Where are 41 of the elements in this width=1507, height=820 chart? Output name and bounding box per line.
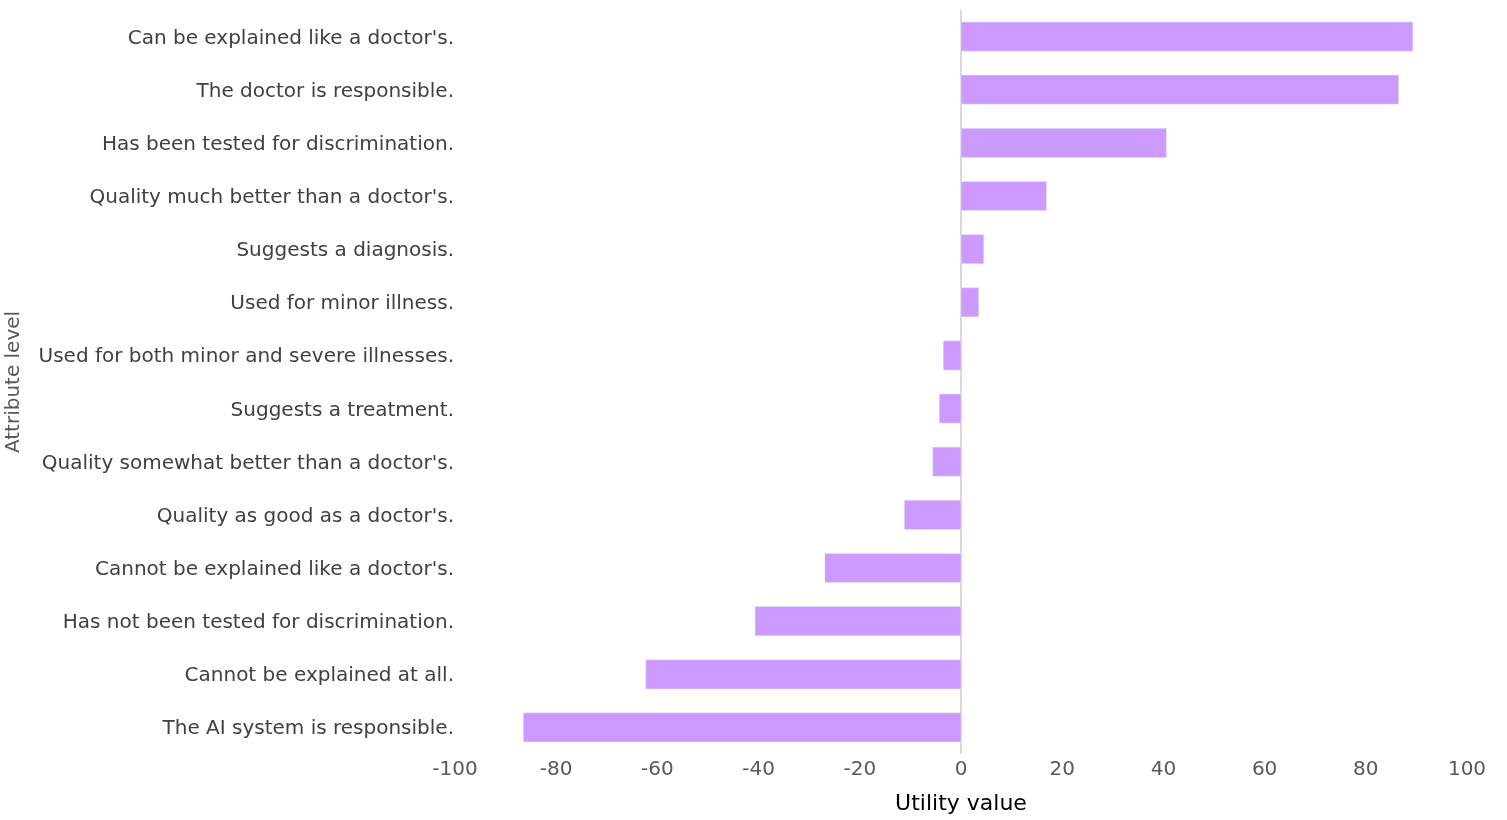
y-tick-label: Used for minor illness.: [230, 290, 454, 315]
bar: [960, 181, 1047, 211]
y-tick-label: Has been tested for discrimination.: [101, 130, 454, 155]
y-tick-label: Cannot be explained like a doctor's.: [94, 556, 454, 580]
bar: [754, 606, 962, 637]
y-axis-title: Attribute level: [0, 310, 24, 454]
x-tick-label: 80: [1353, 756, 1379, 780]
y-tick-label: Can be explained like a doctor's.: [127, 24, 454, 49]
bar: [932, 446, 962, 477]
x-tick-label: -80: [539, 756, 573, 780]
bar: [960, 234, 985, 265]
bar: [904, 499, 962, 530]
y-tick-label: Quality somewhat better than a doctor's.: [41, 449, 454, 474]
bar: [960, 21, 1414, 52]
bar: [943, 340, 962, 371]
x-tick-label: 100: [1447, 756, 1487, 780]
x-tick-label: 20: [1049, 756, 1075, 780]
x-tick-label: -60: [641, 756, 674, 780]
bar: [960, 127, 1167, 158]
x-axis-title: Utility value: [895, 789, 1027, 815]
x-tick-label: -100: [432, 756, 478, 780]
y-tick-label: Cannot be explained at all.: [184, 662, 454, 687]
x-tick-label: 0: [954, 756, 968, 780]
x-tick-label: -20: [843, 756, 877, 780]
y-tick-label: Quality much better than a doctor's.: [89, 184, 454, 208]
bar: [960, 287, 979, 318]
bar: [960, 74, 1399, 105]
bar: [645, 659, 962, 690]
x-tick-label: -40: [742, 756, 775, 780]
y-tick-label: Has not been tested for discrimination.: [62, 609, 454, 634]
y-tick-label: Used for both minor and severe illnesses.: [38, 343, 454, 368]
bar: [824, 553, 962, 583]
bar: [523, 712, 962, 743]
y-tick-label: The AI system is responsible.: [161, 715, 454, 740]
y-tick-label: Suggests a treatment.: [230, 396, 454, 421]
x-tick-label: 60: [1251, 756, 1278, 780]
bar: [938, 393, 962, 424]
y-tick-label: Suggests a diagnosis.: [236, 237, 454, 262]
y-tick-label: The doctor is responsible.: [195, 77, 454, 102]
y-tick-label: Quality as good as a doctor's.: [156, 502, 454, 527]
x-tick-label: 40: [1150, 756, 1177, 780]
